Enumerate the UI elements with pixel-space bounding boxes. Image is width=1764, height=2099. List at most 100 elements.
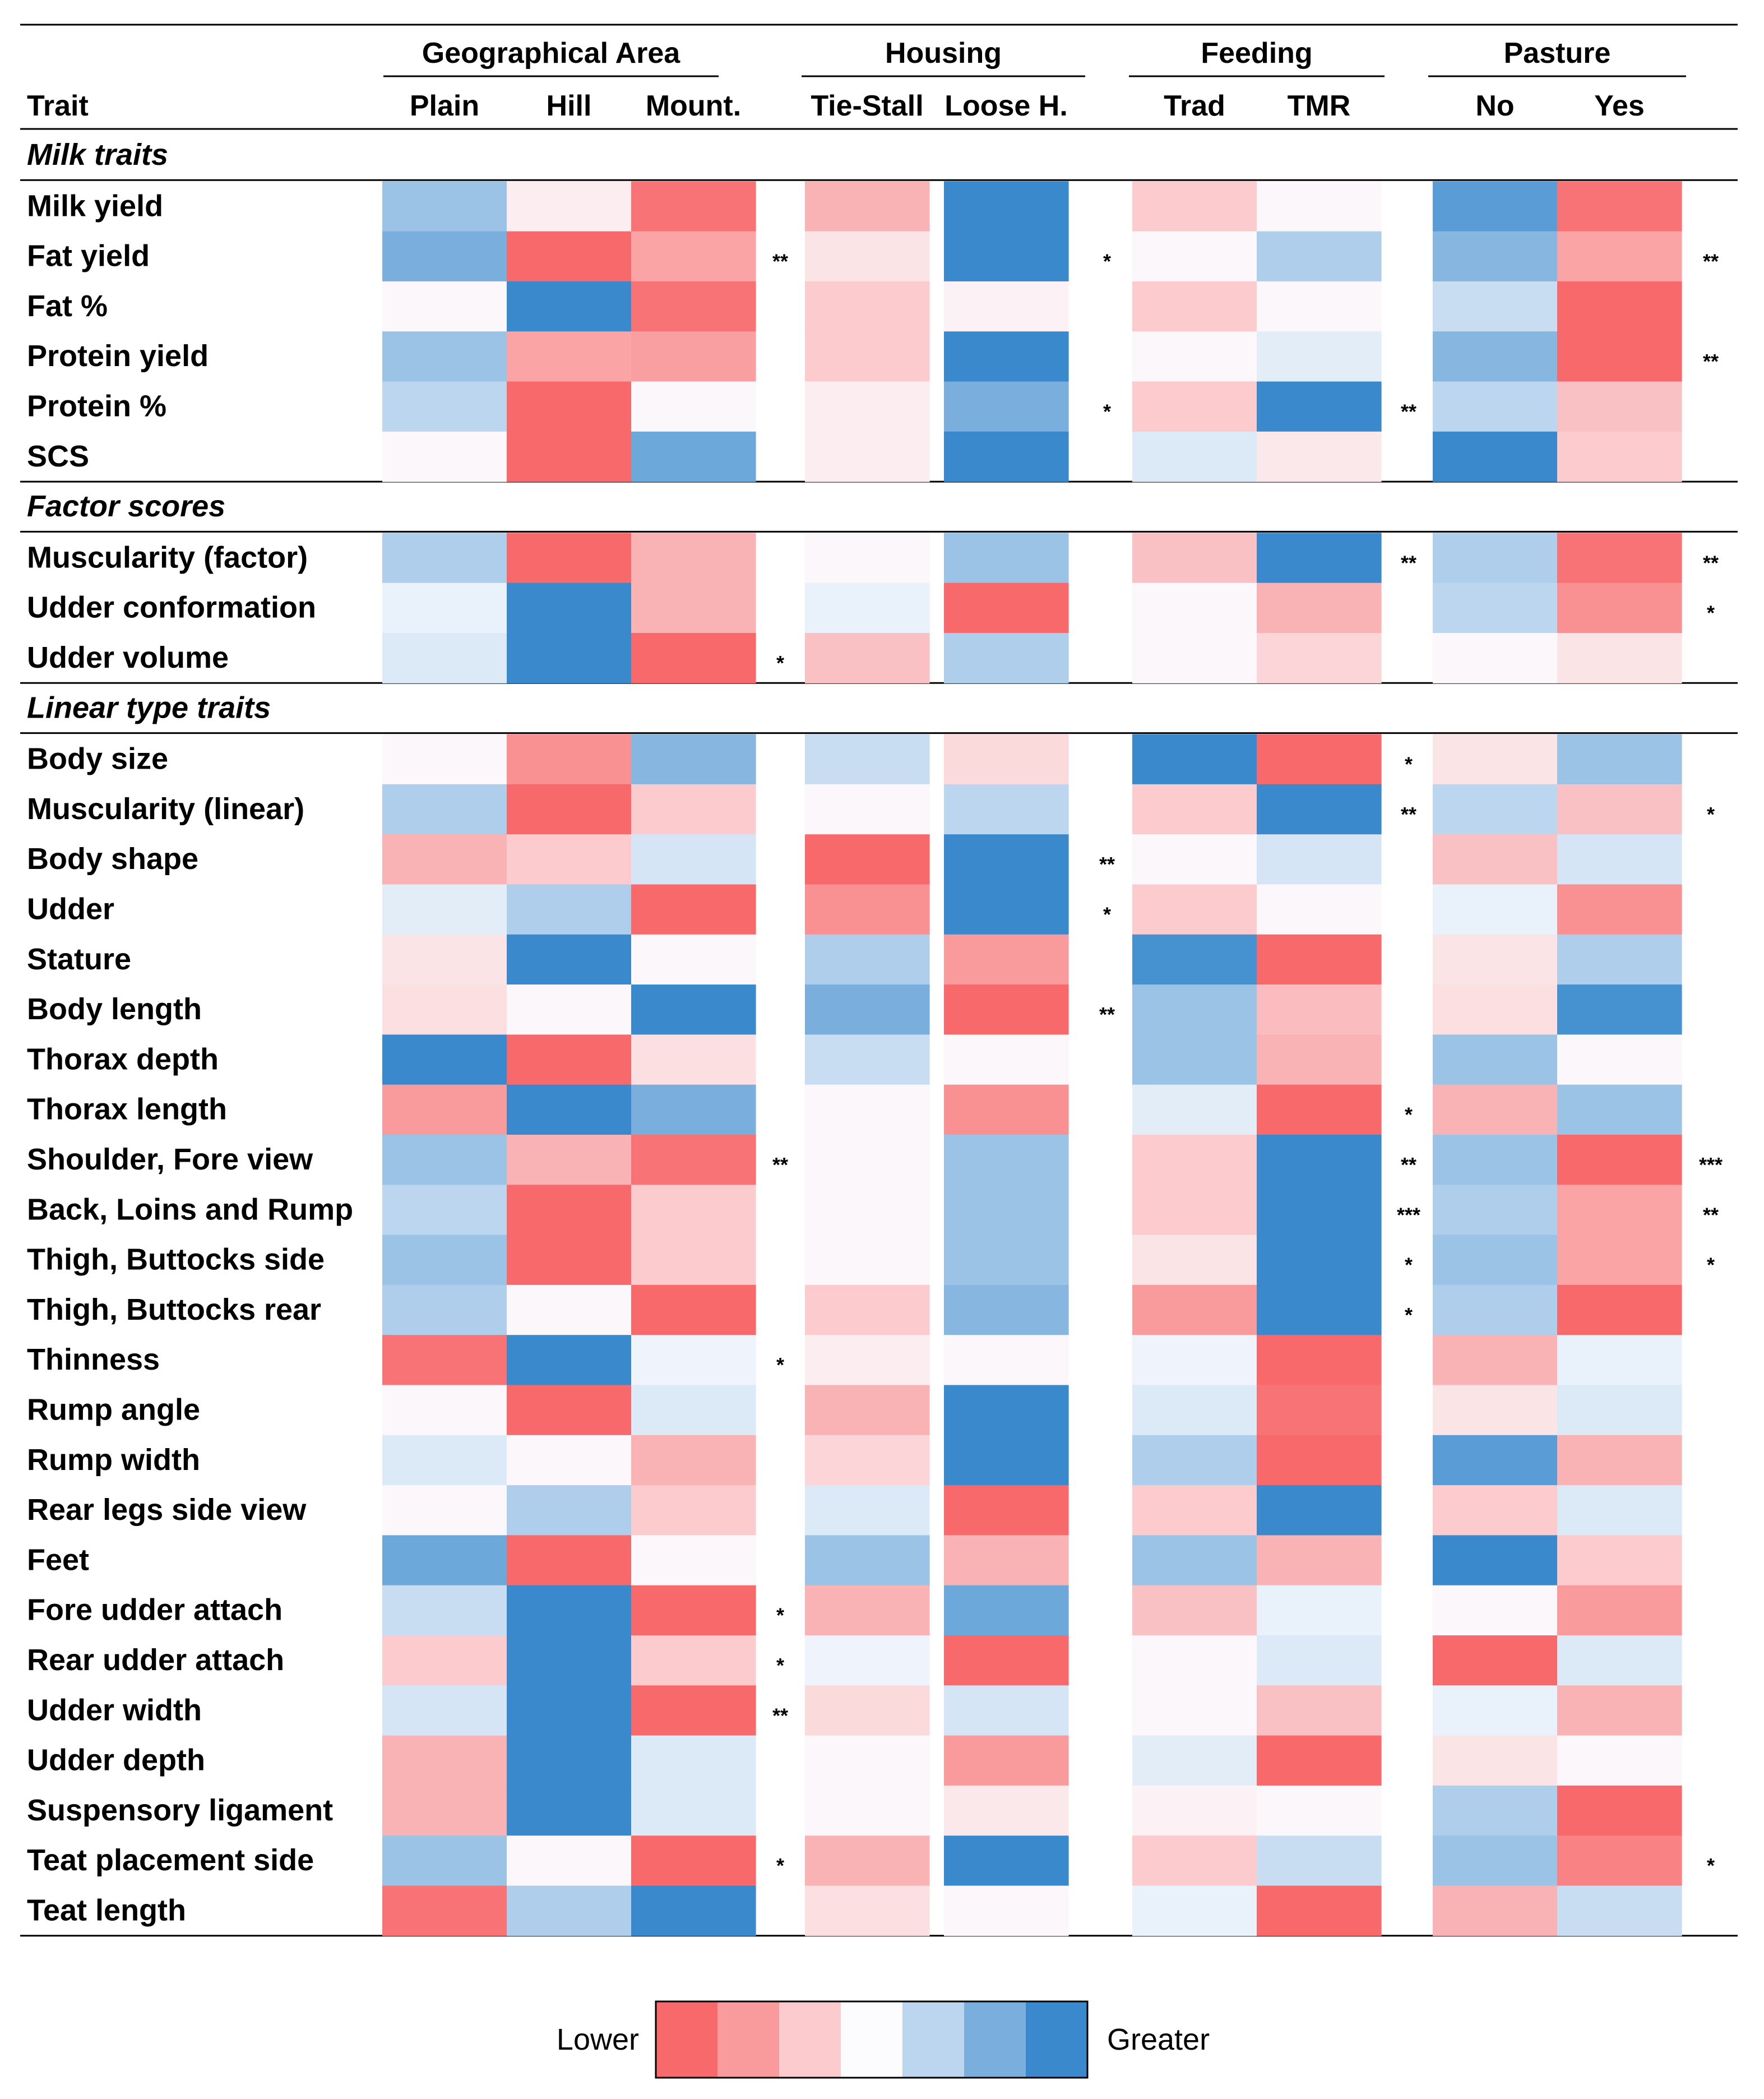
column-header: No	[1475, 90, 1514, 122]
heatmap-cell	[507, 734, 632, 785]
heatmap-cell	[1557, 231, 1682, 282]
heatmap-cell	[1557, 934, 1682, 985]
heatmap-cell	[1433, 1084, 1558, 1135]
trait-label: Shoulder, Fore view	[27, 1143, 313, 1176]
column-header: Trad	[1164, 90, 1225, 122]
significance-marker: **	[1401, 400, 1416, 423]
heatmap-cell	[507, 784, 632, 835]
heatmap-cell	[1557, 582, 1682, 634]
heatmap-cell	[1257, 1385, 1382, 1436]
heatmap-cell	[1557, 1535, 1682, 1586]
heatmap-cell	[944, 331, 1069, 382]
heatmap-cell	[805, 834, 930, 885]
heatmap-cell	[1557, 1735, 1682, 1786]
heatmap-cell	[1433, 281, 1558, 332]
heatmap-cell	[631, 834, 756, 885]
heatmap-cell	[944, 1836, 1069, 1887]
heatmap-cell	[805, 281, 930, 332]
heatmap-cell	[631, 582, 756, 634]
heatmap-cell	[1132, 431, 1257, 482]
heatmap-cell	[1557, 533, 1682, 584]
heatmap-cell	[1132, 1585, 1257, 1636]
heatmap-cell	[944, 1135, 1069, 1185]
heatmap-cell	[631, 533, 756, 584]
heatmap-cell	[382, 1034, 507, 1085]
heatmap-cell	[805, 1785, 930, 1836]
heatmap-cell	[1557, 431, 1682, 482]
heatmap-cell	[631, 734, 756, 785]
trait-label: Stature	[27, 942, 131, 976]
heatmap-cell	[507, 1485, 632, 1536]
heatmap-cell	[1557, 1034, 1682, 1085]
heatmap-cell	[631, 1635, 756, 1686]
trait-label: Thinness	[27, 1343, 160, 1376]
heatmap-cell	[1257, 934, 1382, 985]
group-header: Housing	[885, 37, 1002, 70]
heatmap-cell	[507, 1335, 632, 1386]
legend-swatch	[902, 2001, 965, 2078]
trait-label: Milk yield	[27, 189, 163, 223]
heatmap-cell	[1557, 331, 1682, 382]
trait-label: Body shape	[27, 842, 198, 876]
heatmap-cell	[507, 1284, 632, 1335]
heatmap-cell	[382, 1485, 507, 1536]
heatmap-cell	[1557, 1836, 1682, 1887]
heatmap-cell	[805, 582, 930, 634]
heatmap-cell	[507, 1135, 632, 1185]
heatmap-cell	[1433, 1034, 1558, 1085]
trait-label: Udder conformation	[27, 591, 316, 625]
heatmap-cell	[1132, 533, 1257, 584]
heatmap-cell	[382, 1284, 507, 1335]
heatmap-cell	[805, 1535, 930, 1586]
trait-label: Teat placement side	[27, 1843, 314, 1877]
significance-marker: *	[1707, 803, 1715, 826]
heatmap-cell	[1433, 834, 1558, 885]
heatmap-cell	[382, 633, 507, 683]
heatmap-cell	[631, 784, 756, 835]
header: Trait Geographical Area Plain Hill Mount. Ho…	[27, 37, 1645, 122]
heatmap-cell	[1557, 1135, 1682, 1185]
significance-marker: **	[772, 250, 788, 273]
heatmap-cell	[507, 533, 632, 584]
section-title: Factor scores	[27, 489, 225, 523]
heatmap-cell	[1132, 984, 1257, 1035]
heatmap-cell	[382, 1084, 507, 1135]
heatmap-cell	[805, 1485, 930, 1536]
trait-labels: Milk traits Milk yield Fat yield Fat % Prote…	[27, 138, 353, 1927]
heatmap-cell	[382, 1585, 507, 1636]
heatmap-cell	[805, 1885, 930, 1936]
heatmap-cell	[944, 231, 1069, 282]
group-header: Pasture	[1504, 37, 1611, 70]
heatmap-cell	[944, 1685, 1069, 1736]
heatmap-cell	[1557, 1885, 1682, 1936]
heatmap-cell	[805, 1435, 930, 1486]
significance-marker: *	[776, 1353, 784, 1376]
trait-label: Udder	[27, 893, 114, 926]
significance-markers: ** * ***** **** ******* ********* ** ****** *** *…	[772, 250, 1723, 1878]
significance-marker: *	[1405, 1254, 1413, 1277]
legend-swatch	[656, 2001, 718, 2078]
heatmap-cell	[1132, 381, 1257, 432]
heatmap-cell	[382, 281, 507, 332]
heatmap-cell	[805, 784, 930, 835]
heatmap-cell	[1257, 734, 1382, 785]
heatmap-cell	[944, 834, 1069, 885]
heatmap-cell	[944, 431, 1069, 482]
significance-marker: *	[1707, 1254, 1715, 1277]
heatmap-cell	[805, 734, 930, 785]
heatmap-cell	[1132, 784, 1257, 835]
heatmap-cell	[944, 633, 1069, 683]
heatmap-cell	[1257, 533, 1382, 584]
heatmap-cell	[631, 633, 756, 683]
column-header: Mount.	[646, 90, 741, 122]
heatmap-cell	[507, 1185, 632, 1236]
heatmap-cell	[805, 1735, 930, 1786]
heatmap-cell	[1557, 784, 1682, 835]
heatmap-cell	[382, 1836, 507, 1887]
heatmap-cell	[631, 1335, 756, 1386]
heatmap-cell	[805, 1185, 930, 1236]
heatmap-cell	[1132, 834, 1257, 885]
heatmap-cell	[1257, 181, 1382, 232]
heatmap-cell	[1433, 633, 1558, 683]
